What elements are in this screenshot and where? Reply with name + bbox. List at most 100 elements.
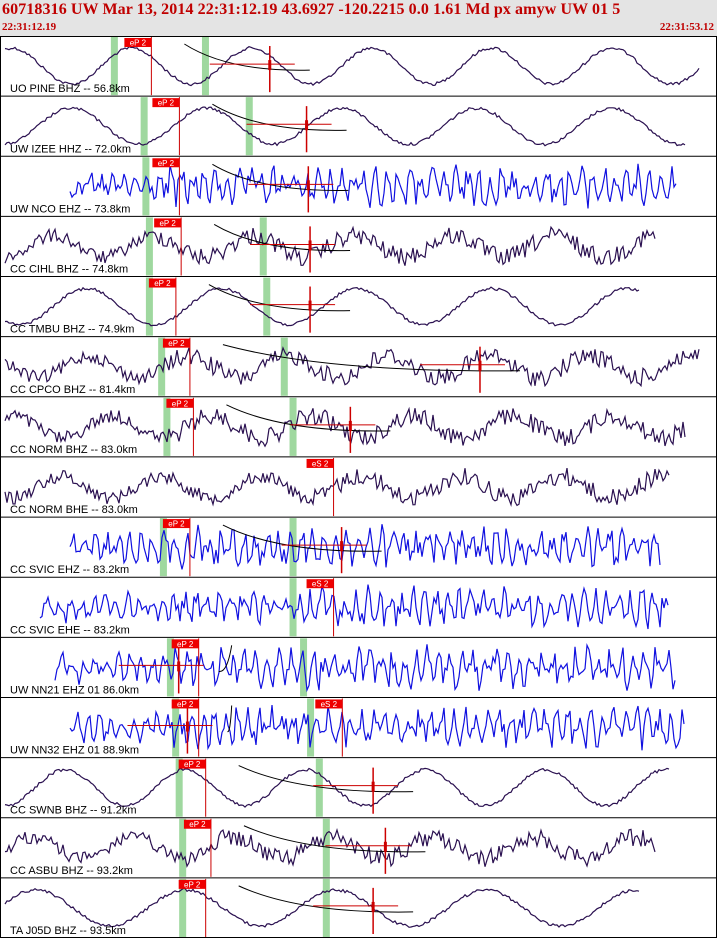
pick-box: [152, 158, 180, 168]
waveform: [4, 346, 700, 388]
pick-box: [162, 519, 190, 529]
station-label: CC NORM BHZ -- 83.0km: [10, 444, 137, 456]
coda-pick-mark: [177, 661, 181, 672]
phase-band: [322, 818, 330, 877]
header-bar: 60718316 UW Mar 13, 2014 22:31:12.19 43.…: [0, 0, 717, 36]
phase-band: [280, 337, 288, 396]
coda-pick-mark: [185, 721, 189, 732]
waveform: [4, 467, 670, 507]
trace-1: eP 2 UO PINE BHZ -- 56.8km: [4, 37, 700, 96]
waveform: [69, 163, 677, 209]
waveform: [4, 106, 686, 147]
coda-pick-mark: [268, 60, 272, 71]
waveform: [4, 887, 640, 928]
phase-band: [315, 758, 323, 817]
waveform: [54, 643, 676, 693]
trace-7: eP 2 CC NORM BHZ -- 83.0km: [0, 396, 717, 456]
station-label: CC SVIC EHE -- 83.2km: [10, 624, 130, 636]
pick-box: [124, 38, 152, 47]
pick-label: eP 2: [158, 99, 175, 108]
coda-curve: [208, 284, 351, 312]
trace-6: eP 2 CC CPCO BHZ -- 81.4km: [0, 336, 717, 396]
end-time-label: 22:31:53.12: [659, 21, 714, 33]
event-title: 60718316 UW Mar 13, 2014 22:31:12.19 43.…: [2, 1, 621, 18]
pick-label: eP 2: [177, 640, 194, 649]
plot-frame: [0, 36, 717, 938]
station-label: CC TMBU BHZ -- 74.9km: [10, 324, 134, 336]
coda-curve: [238, 885, 414, 913]
phase-band: [245, 97, 253, 156]
pick-label: eP 2: [168, 339, 185, 348]
coda-pick-mark: [348, 420, 352, 431]
phase-band: [289, 578, 297, 637]
pick-label: eS 2: [321, 700, 338, 709]
trace-8: eS 2 CC NORM BHE -- 83.0km: [0, 456, 717, 517]
pick-label: eP 2: [159, 219, 176, 228]
phase-band: [179, 878, 187, 937]
waveform: [39, 584, 669, 630]
pick-box: [306, 458, 334, 468]
waveform: [4, 827, 656, 868]
phase-band: [300, 638, 308, 697]
coda-pick-mark: [340, 541, 344, 552]
trace-12: eP 2 eS 2 UW NN32 EHZ 01 88.9km: [0, 696, 717, 757]
pick-box: [148, 278, 176, 288]
pick-box: [166, 398, 194, 408]
phase-band: [110, 37, 118, 96]
phase-band: [263, 277, 271, 336]
waveform: [4, 406, 686, 448]
phase-band: [145, 217, 153, 276]
pick-label: eP 2: [154, 279, 171, 288]
coda-curve: [238, 765, 414, 793]
pick-label: eP 2: [184, 880, 201, 889]
pick-label: eP 2: [177, 700, 194, 709]
phase-band: [163, 397, 171, 456]
pick-box: [162, 338, 190, 348]
pick-label: eS 2: [312, 459, 329, 468]
phase-band: [259, 217, 267, 276]
pick-label: eS 2: [312, 580, 329, 589]
station-label: CC ASBU BHZ -- 93.2km: [10, 865, 133, 877]
coda-pick-mark: [478, 360, 482, 371]
phase-band: [142, 157, 150, 216]
phase-band: [172, 698, 180, 757]
trace-11: eP 2 UW NN21 EHZ 01 86.0km: [0, 636, 717, 697]
trace-15: eP 2 TA J05D BHZ -- 93.5km: [0, 877, 717, 937]
coda-pick-mark: [383, 841, 387, 852]
phase-band: [140, 97, 148, 156]
trace-2: eP 2 UW IZEE HHZ -- 72.0km: [0, 95, 717, 156]
waveform: [4, 225, 656, 266]
coda-curve: [212, 103, 347, 131]
pick-label: eP 2: [158, 159, 175, 168]
station-label: UW NN21 EHZ 01 86.0km: [10, 684, 139, 696]
coda-curve: [227, 705, 233, 733]
seismogram-plot: eP 2 UO PINE BHZ -- 56.8km eP 2 UW IZEE HHZ…: [0, 36, 717, 938]
station-label: CC SVIC EHZ -- 83.2km: [10, 564, 129, 576]
phase-band: [175, 758, 183, 817]
coda-curve: [243, 825, 426, 853]
coda-pick-mark: [308, 240, 312, 251]
pick-box: [152, 98, 180, 108]
pick-box: [306, 579, 334, 589]
station-label: CC NORM BHE -- 83.0km: [10, 504, 138, 516]
waveform: [69, 524, 661, 570]
pick-label: eP 2: [172, 399, 189, 408]
trace-9: eP 2 CC SVIC EHZ -- 83.2km: [0, 516, 717, 577]
trace-14: eP 2 CC ASBU BHZ -- 93.2km: [0, 817, 717, 877]
station-label: UW IZEE HHZ -- 72.0km: [10, 143, 131, 155]
coda-pick-mark: [308, 300, 312, 311]
station-label: UW NN32 EHZ 01 88.9km: [10, 745, 139, 757]
phase-band: [145, 277, 153, 336]
station-label: CC SWNB BHZ -- 91.2km: [10, 805, 137, 817]
trace-3: eP 2 UW NCO EHZ -- 73.8km: [0, 155, 717, 216]
trace-5: eP 2 CC TMBU BHZ -- 74.9km: [0, 276, 717, 336]
phase-band: [307, 698, 315, 757]
pick-box: [171, 699, 199, 709]
coda-pick-mark: [371, 901, 375, 912]
waveform: [4, 45, 700, 87]
coda-pick-mark: [305, 120, 309, 131]
waveform: [4, 286, 640, 327]
coda-pick-mark: [371, 781, 375, 792]
phase-band: [159, 518, 167, 577]
pick-box: [315, 699, 343, 709]
